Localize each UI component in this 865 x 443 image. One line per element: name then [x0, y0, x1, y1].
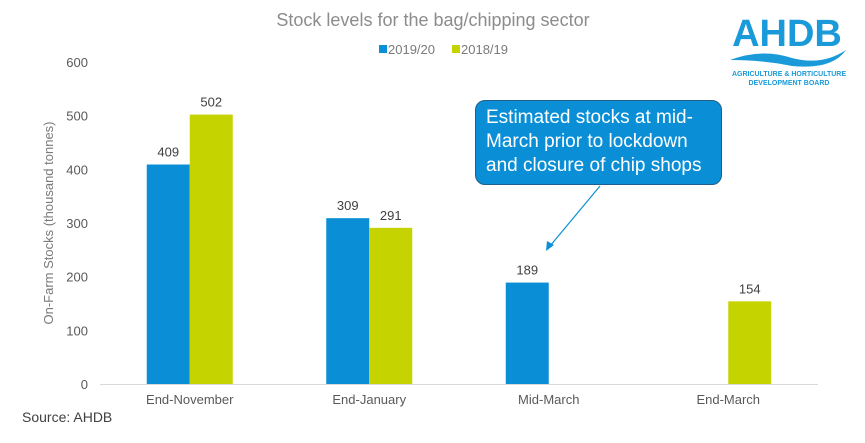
- data-label: 154: [739, 281, 761, 296]
- data-label: 502: [200, 95, 222, 110]
- data-label: 291: [380, 208, 402, 223]
- y-tick-label: 0: [81, 377, 88, 392]
- x-ticks: End-November End-January Mid-March End-Marc…: [146, 392, 760, 407]
- x-tick-label: Mid-March: [518, 392, 579, 407]
- bars: 409 502 309 291 189 154: [146, 95, 772, 385]
- data-label: 309: [337, 198, 359, 213]
- legend-label: 2019/20: [388, 42, 435, 57]
- y-tick-label: 500: [66, 109, 88, 124]
- data-label: 409: [157, 145, 179, 160]
- y-tick-label: 200: [66, 270, 88, 285]
- ahdb-logo: AHDB AGRICULTURE & HORTICULTURE DEVELOPM…: [730, 13, 846, 87]
- logo-wordmark: AHDB: [732, 13, 842, 55]
- logo-subtitle-2: DEVELOPMENT BOARD: [749, 80, 830, 87]
- x-tick-label: End-November: [146, 392, 234, 407]
- source-note: Source: AHDB: [22, 409, 112, 425]
- legend-swatch: [452, 45, 460, 53]
- annotation-arrowhead: [546, 241, 554, 251]
- y-tick-label: 300: [66, 216, 88, 231]
- bar: [189, 114, 233, 385]
- legend: 2019/20 2018/19: [379, 42, 508, 57]
- chart-title: Stock levels for the bag/chipping sector: [276, 10, 589, 30]
- logo-subtitle-1: AGRICULTURE & HORTICULTURE: [732, 71, 846, 78]
- x-tick-label: End-January: [332, 392, 406, 407]
- bar: [505, 282, 549, 384]
- data-label: 189: [516, 263, 538, 278]
- y-tick-label: 100: [66, 323, 88, 338]
- y-tick-label: 600: [66, 55, 88, 70]
- legend-label: 2018/19: [461, 42, 508, 57]
- bar: [728, 301, 772, 384]
- annotation-arrow: [549, 185, 601, 247]
- y-tick-label: 400: [66, 162, 88, 177]
- y-ticks: 0 100 200 300 400 500 600: [66, 55, 88, 392]
- x-tick-label: End-March: [696, 392, 760, 407]
- annotation-callout: Estimated stocks at mid-March prior to l…: [475, 100, 722, 185]
- bar: [369, 227, 413, 384]
- bar: [146, 164, 190, 384]
- y-axis-label: On-Farm Stocks (thousand tonnes): [41, 121, 56, 324]
- bar: [326, 218, 370, 384]
- logo-wave: [730, 50, 846, 67]
- legend-swatch: [379, 45, 387, 53]
